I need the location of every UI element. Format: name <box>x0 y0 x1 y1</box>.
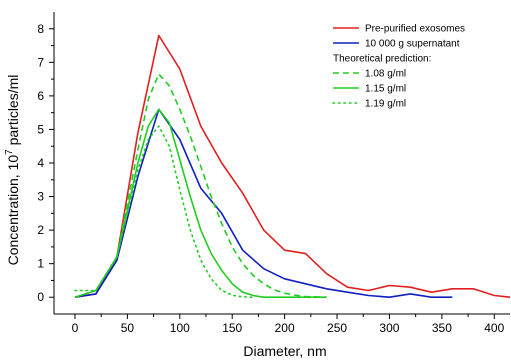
series-line-3 <box>74 73 327 298</box>
x-tick-label: 250 <box>327 321 347 335</box>
legend-label: 10 000 g supernatant <box>365 39 460 50</box>
y-tick-label: 1 <box>37 257 44 271</box>
legend-label: 1.19 g/ml <box>365 99 406 110</box>
legend-label: Pre-purified exosomes <box>365 24 465 35</box>
x-tick-label: 0 <box>72 321 79 335</box>
ticks: 0 50 100 150 200 250 300 350 400 0 1 2 3 4 5 6 7 8 <box>37 22 504 335</box>
x-tick-label: 50 <box>121 321 135 335</box>
series-lines <box>74 34 511 299</box>
x-tick-label: 100 <box>170 321 190 335</box>
y-tick-label: 4 <box>37 156 44 170</box>
x-tick-label: 150 <box>222 321 242 335</box>
axes <box>53 12 510 315</box>
x-tick-label: 350 <box>432 321 452 335</box>
legend-label: 1.08 g/ml <box>365 69 406 80</box>
y-tick-label: 5 <box>37 122 44 136</box>
x-tick-label: 400 <box>484 321 504 335</box>
series-line-4 <box>74 108 327 299</box>
x-axis-title: Diameter, nm <box>243 343 326 359</box>
y-tick-label: 0 <box>37 290 44 304</box>
y-tick-label: 2 <box>37 223 44 237</box>
y-axis-title-exponent: 7 <box>4 149 15 155</box>
x-tick-label: 200 <box>275 321 295 335</box>
series-line-5 <box>74 125 254 299</box>
y-tick-label: 7 <box>37 55 44 69</box>
y-tick-label: 8 <box>37 22 44 36</box>
y-axis-title: Concentration, 107 particles/ml <box>4 75 21 266</box>
x-tick-label: 300 <box>379 321 399 335</box>
y-tick-label: 3 <box>37 190 44 204</box>
y-tick-label: 6 <box>37 89 44 103</box>
legend: Pre-purified exosomes 10 000 g supernatan… <box>332 24 465 110</box>
legend-header: Theoretical prediction: <box>333 54 431 65</box>
series-line-1 <box>74 34 511 298</box>
series-line-2 <box>74 108 453 299</box>
y-axis-title-suffix: particles/ml <box>5 75 21 150</box>
legend-label: 1.15 g/ml <box>365 84 406 95</box>
y-axis-title-prefix: Concentration, 10 <box>5 155 21 266</box>
